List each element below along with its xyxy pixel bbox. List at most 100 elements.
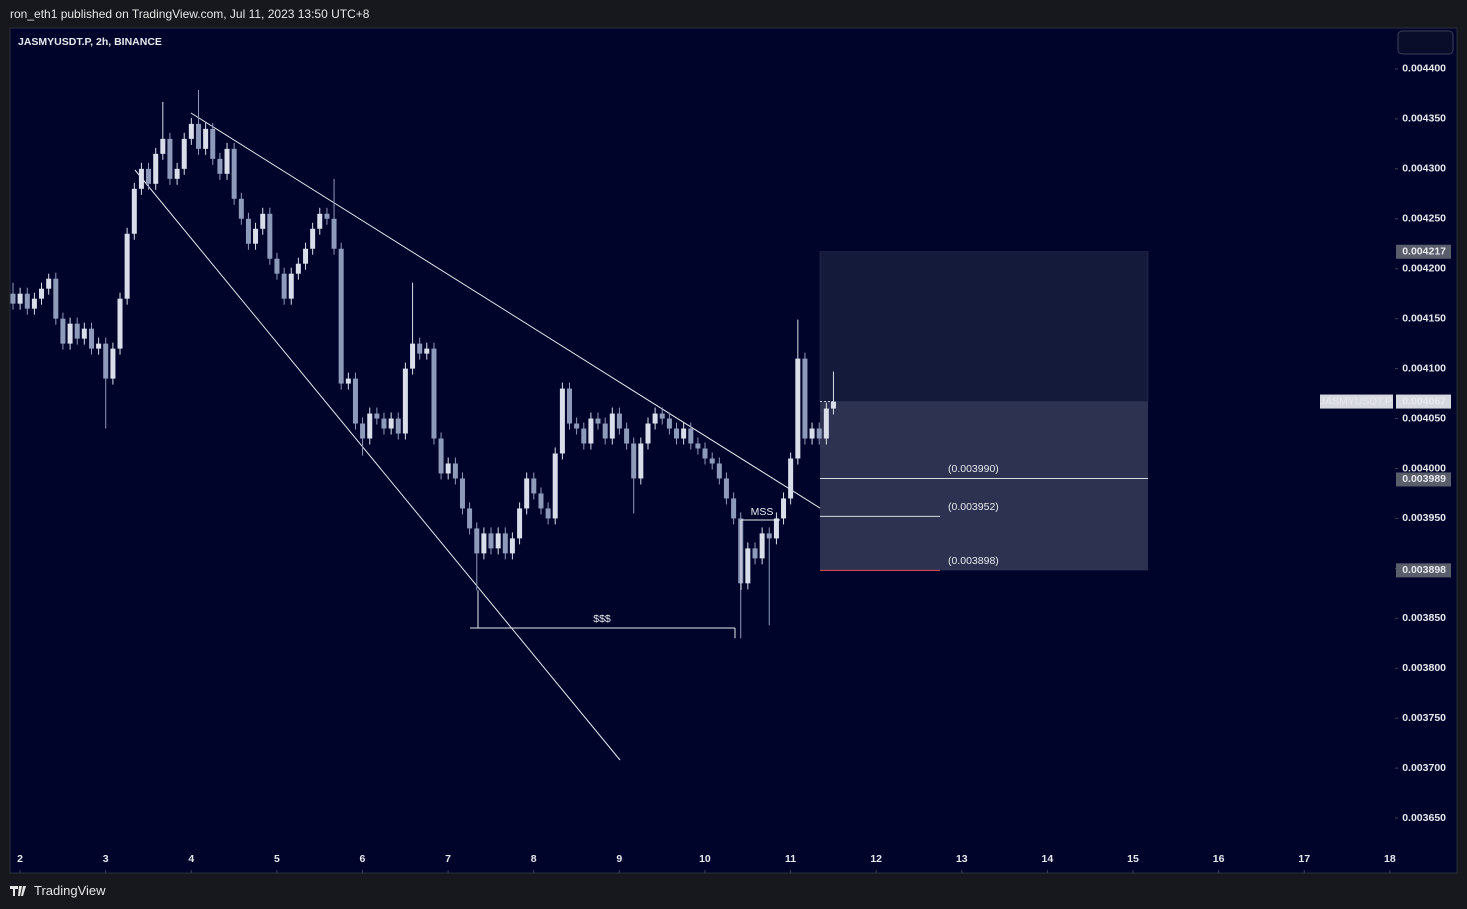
- candle-body: [402, 368, 408, 434]
- candle-body: [823, 408, 829, 439]
- candle-body: [31, 298, 37, 309]
- candle-body: [524, 478, 530, 509]
- candle-body: [781, 498, 787, 519]
- chart: JASMYUSDT.P, 2h, BINANCE (0.003990) (0.00…: [9, 27, 1458, 874]
- price-tag-label: 0.003989: [1402, 473, 1446, 485]
- y-tick-label: 0.003800: [1402, 662, 1446, 674]
- annotation: $$$: [593, 613, 611, 625]
- candle-body: [602, 423, 608, 439]
- candle-body: [645, 423, 651, 444]
- candle-body: [752, 548, 758, 559]
- candle-body: [274, 258, 280, 274]
- candle-body: [345, 378, 351, 384]
- candle-body: [360, 423, 366, 439]
- price-tag: [1396, 563, 1451, 578]
- candle-body: [531, 478, 537, 494]
- candle-body: [616, 413, 622, 429]
- stop-zone: [820, 401, 1148, 571]
- candle-body: [431, 348, 437, 439]
- candle-body: [53, 278, 59, 319]
- candle-body: [624, 428, 630, 444]
- candle-body: [253, 228, 259, 244]
- candle-body: [417, 343, 423, 354]
- y-tick-label: 0.004000: [1402, 462, 1446, 474]
- candle-body: [381, 418, 387, 429]
- candle-body: [60, 318, 66, 344]
- candle-body: [96, 343, 102, 349]
- brand: TradingView: [34, 883, 106, 898]
- candle-body: [467, 508, 473, 529]
- candle-body: [117, 298, 123, 349]
- chart-title: JASMYUSDT.P, 2h, BINANCE: [18, 36, 162, 48]
- x-tick-label: 15: [1127, 853, 1139, 865]
- candle-body: [688, 428, 694, 444]
- target-zone: [819, 251, 1149, 402]
- candle-body: [488, 533, 494, 549]
- x-tick-label: 9: [616, 853, 622, 865]
- trend-line: [190, 112, 891, 553]
- candle-body: [495, 533, 501, 549]
- candle-body: [46, 278, 52, 289]
- y-tick-label: 0.003650: [1402, 812, 1446, 824]
- level-label: (0.003990): [948, 463, 999, 475]
- candle-body: [331, 218, 337, 249]
- annotation: MSS: [751, 506, 774, 518]
- toolbar-button[interactable]: [1397, 30, 1454, 55]
- candle-body: [210, 128, 216, 159]
- candle-body: [745, 548, 751, 584]
- candle-body: [459, 478, 465, 509]
- candle-body: [424, 348, 430, 354]
- candle-body: [517, 508, 523, 539]
- candle-body: [716, 463, 722, 479]
- candle-body: [146, 168, 152, 184]
- candle-body: [288, 273, 294, 299]
- symbol-tag: [1320, 394, 1393, 409]
- candle-body: [153, 153, 159, 184]
- candle-body: [802, 358, 808, 439]
- x-tick-label: 17: [1298, 853, 1310, 865]
- x-tick-label: 7: [445, 853, 451, 865]
- footer: TradingView: [10, 883, 106, 898]
- drawings: [134, 112, 891, 761]
- candle-body: [281, 273, 287, 299]
- candle-body: [224, 148, 230, 174]
- candle-body: [124, 233, 130, 299]
- candle-body: [67, 323, 73, 344]
- candle-body: [566, 388, 572, 424]
- x-tick-label: 12: [870, 853, 882, 865]
- candle-body: [545, 508, 551, 519]
- candle-body: [317, 213, 323, 229]
- level-label: (0.003898): [948, 555, 999, 567]
- candle-body: [574, 423, 580, 429]
- candle-body: [816, 428, 822, 439]
- candle-body: [681, 428, 687, 439]
- candle-body: [196, 123, 202, 149]
- candle-body: [795, 358, 801, 459]
- candles: [10, 89, 836, 639]
- candle-body: [773, 518, 779, 539]
- candle-body: [509, 538, 515, 554]
- y-tick-label: 0.003700: [1402, 762, 1446, 774]
- y-tick-label: 0.004200: [1402, 262, 1446, 274]
- candle-body: [395, 418, 401, 434]
- price-tag: [1396, 472, 1451, 487]
- candle-body: [374, 413, 380, 419]
- x-tick-label: 3: [103, 853, 109, 865]
- candle-body: [559, 388, 565, 454]
- candle-body: [39, 288, 45, 299]
- x-tick-label: 2: [17, 853, 23, 865]
- candle-body: [138, 168, 144, 189]
- price-tag-label: 0.004067: [1402, 395, 1446, 407]
- candle-body: [17, 293, 23, 304]
- candle-body: [10, 293, 16, 304]
- candle-body: [581, 428, 587, 444]
- candle-body: [203, 128, 209, 149]
- candle-body: [723, 478, 729, 499]
- symbol-tag-label: JASMYUSDT.P: [1320, 395, 1392, 407]
- candle-body: [103, 343, 109, 379]
- x-tick-label: 6: [360, 853, 366, 865]
- candle-body: [410, 343, 416, 369]
- candle-body: [552, 453, 558, 519]
- candle-body: [445, 463, 451, 474]
